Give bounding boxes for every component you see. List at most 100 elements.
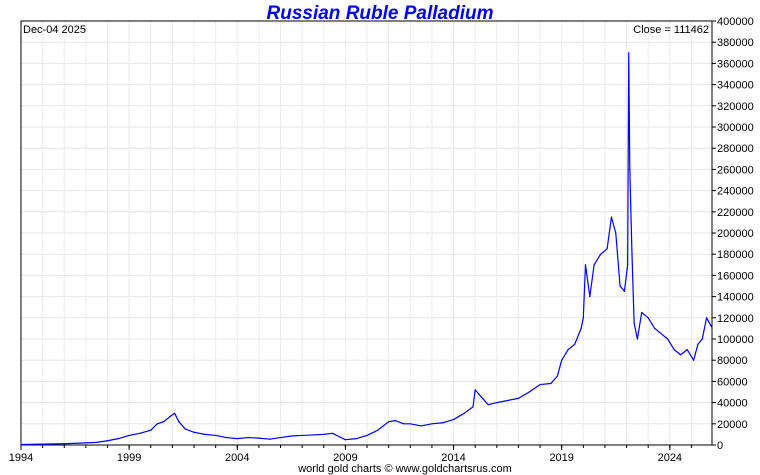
data-point [388, 421, 390, 423]
data-point [589, 296, 591, 298]
data-point [600, 253, 602, 255]
data-point [633, 322, 635, 324]
series [20, 52, 713, 446]
data-point [247, 436, 249, 439]
data-point [312, 434, 314, 436]
x-tick-label: 1994 [9, 452, 33, 464]
data-point [507, 399, 509, 402]
data-point [394, 420, 396, 422]
data-point [641, 311, 643, 314]
data-point [236, 438, 238, 440]
y-tick-label: 20000 [717, 419, 748, 431]
x-tick-label: 2009 [333, 452, 357, 464]
data-point [567, 349, 569, 351]
data-point [496, 402, 498, 404]
y-tick-label: 260000 [717, 164, 754, 176]
data-point [355, 438, 357, 440]
data-point [481, 396, 483, 398]
data-point [184, 428, 186, 430]
data-point [290, 435, 292, 437]
data-point [556, 375, 558, 377]
data-point [606, 248, 608, 250]
data-point [667, 338, 669, 340]
y-tick-label: 100000 [717, 334, 754, 346]
data-point [42, 443, 44, 445]
data-point [409, 423, 411, 425]
data-point [338, 435, 340, 438]
data-point [20, 443, 22, 446]
data-point [258, 437, 260, 439]
data-point [472, 406, 474, 408]
data-point [636, 338, 638, 340]
y-tick-label: 0 [717, 440, 723, 452]
data-point [584, 264, 587, 266]
y-tick-label: 320000 [717, 101, 754, 113]
data-point [269, 438, 271, 440]
data-point [442, 422, 444, 424]
data-point [452, 418, 455, 421]
data-point [431, 423, 433, 425]
data-point [631, 253, 633, 255]
data-point [366, 434, 368, 437]
y-tick-label: 120000 [717, 313, 754, 325]
y-tick-label: 280000 [717, 143, 754, 155]
data-point [539, 383, 541, 386]
data-point [96, 441, 98, 443]
data-point [215, 434, 217, 437]
y-tick-label: 220000 [717, 207, 754, 219]
data-point [660, 333, 662, 335]
x-tick-label: 2014 [441, 452, 465, 464]
data-point [693, 359, 695, 361]
data-point [623, 290, 626, 292]
y-tick-label: 240000 [717, 186, 754, 198]
y-tick-label: 200000 [717, 228, 754, 240]
data-point [593, 264, 595, 266]
data-point [528, 391, 530, 393]
data-point [63, 443, 65, 445]
data-point [463, 412, 465, 414]
date-label: Dec-04 2025 [23, 24, 86, 36]
data-point [673, 349, 675, 351]
x-tick-label: 2024 [658, 452, 682, 464]
series-line [20, 52, 713, 446]
footer-credit: world gold charts © www.goldchartsrus.co… [297, 463, 512, 475]
data-point [169, 415, 171, 417]
data-point [139, 432, 141, 434]
data-point [163, 421, 165, 423]
data-point [561, 359, 563, 361]
y-tick-label: 160000 [717, 270, 754, 282]
data-point [487, 404, 489, 406]
y-tick-label: 340000 [717, 80, 754, 92]
data-point [610, 216, 613, 218]
data-point [331, 432, 334, 434]
data-point [344, 439, 347, 441]
chart-title: Russian Ruble Palladium [267, 3, 494, 24]
data-point [686, 349, 688, 351]
y-tick-label: 300000 [717, 122, 754, 134]
data-point [574, 343, 576, 345]
y-axis: 0 20000 40000 60000 80000 100000 120000 140000 1… [712, 16, 754, 452]
data-point [106, 440, 109, 442]
x-tick-label: 1999 [117, 452, 141, 464]
data-point [178, 421, 180, 423]
y-tick-label: 380000 [717, 37, 754, 49]
data-point [517, 397, 520, 399]
data-point [193, 431, 195, 433]
data-point [697, 343, 699, 345]
data-point [680, 354, 682, 356]
y-tick-label: 360000 [717, 58, 754, 70]
data-point [377, 429, 379, 431]
data-point [204, 433, 206, 435]
data-point [647, 317, 649, 319]
data-point [420, 425, 422, 427]
y-tick-label: 140000 [717, 292, 754, 304]
grid [20, 20, 712, 446]
y-tick-label: 180000 [717, 249, 754, 261]
data-point [85, 442, 87, 444]
data-point [629, 168, 631, 170]
data-point [615, 232, 617, 234]
data-point [301, 434, 303, 437]
data-point [403, 423, 405, 425]
x-axis: 1994 1999 2004 2009 2014 2019 2024 [9, 445, 692, 464]
y-tick-label: 400000 [717, 16, 754, 28]
